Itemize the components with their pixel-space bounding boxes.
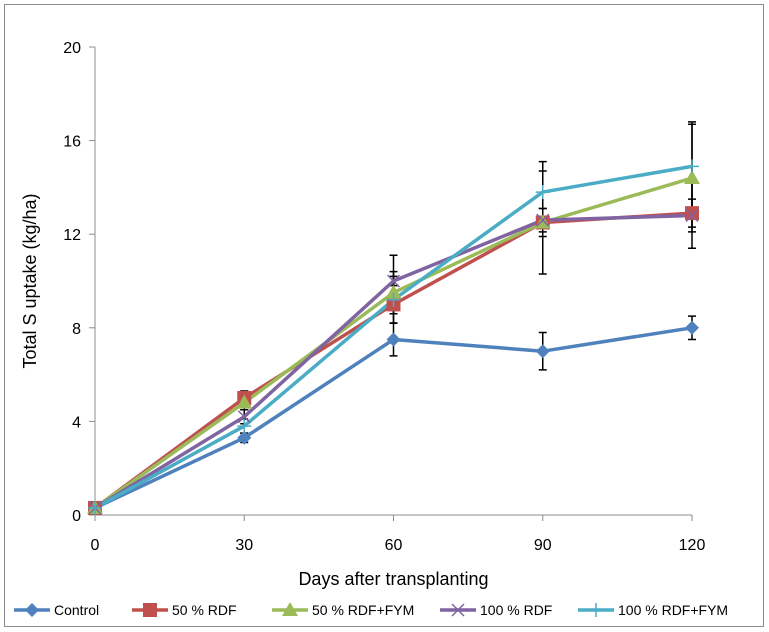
- data-point-100-rdf-fym: [386, 292, 401, 307]
- y-tick-label: 4: [72, 414, 81, 431]
- legend-label-100-rdf: 100 % RDF: [480, 602, 552, 618]
- data-point-100-rdf-fym: [237, 419, 252, 434]
- data-point-100-rdf: [386, 274, 401, 288]
- x-tick-label: 30: [235, 537, 253, 554]
- legend-marker-control: [25, 603, 39, 617]
- legend-label-100-rdf-fym: 100 % RDF+FYM: [618, 602, 728, 618]
- data-point-50-rdf-fym: [385, 284, 402, 299]
- data-point-100-rdf: [237, 410, 251, 424]
- legend-marker-50-rdf-fym: [282, 602, 298, 616]
- data-point-100-rdf-fym: [88, 500, 102, 515]
- y-tick-label: 12: [63, 227, 81, 244]
- series-markers: [87, 159, 700, 515]
- x-tick-label: 0: [91, 537, 100, 554]
- legend-marker-100-rdf: [451, 603, 465, 617]
- data-point-control: [237, 430, 252, 445]
- ticks: 0 4 8 12 16 20 0 30 60 90 120: [63, 40, 705, 554]
- legend: Control 50 % RDF 50 % RDF+FYM 100 % RDF 100 …: [14, 602, 728, 618]
- legend-label-control: Control: [54, 602, 99, 618]
- data-point-50-rdf-fym: [684, 170, 700, 185]
- data-point-100-rdf-fym: [685, 159, 699, 174]
- data-point-100-rdf-fym: [535, 185, 550, 200]
- y-tick-label: 16: [63, 134, 81, 151]
- x-tick-label: 120: [679, 537, 706, 554]
- chart-frame: [4, 4, 764, 627]
- data-point-control: [386, 332, 401, 347]
- legend-marker-100-rdf-fym: [589, 603, 603, 617]
- data-point-50-rdf: [685, 206, 699, 221]
- legend-label-50-rdf: 50 % RDF: [172, 602, 237, 618]
- x-tick-label: 60: [385, 537, 403, 554]
- data-point-100-rdf: [536, 213, 550, 227]
- legend-label-50-rdf-fym: 50 % RDF+FYM: [312, 602, 414, 618]
- x-axis-title: Days after transplanting: [298, 569, 488, 589]
- y-tick-label: 0: [72, 508, 81, 525]
- data-point-100-rdf: [685, 208, 699, 223]
- x-tick-label: 90: [534, 537, 552, 554]
- y-tick-label: 8: [72, 321, 81, 338]
- y-axis-title: Total S uptake (kg/ha): [20, 193, 40, 368]
- y-tick-label: 20: [63, 40, 81, 57]
- data-point-50-rdf-fym: [236, 394, 253, 409]
- data-point-control: [685, 320, 699, 335]
- data-point-control: [535, 344, 550, 359]
- legend-marker-50-rdf: [143, 603, 157, 617]
